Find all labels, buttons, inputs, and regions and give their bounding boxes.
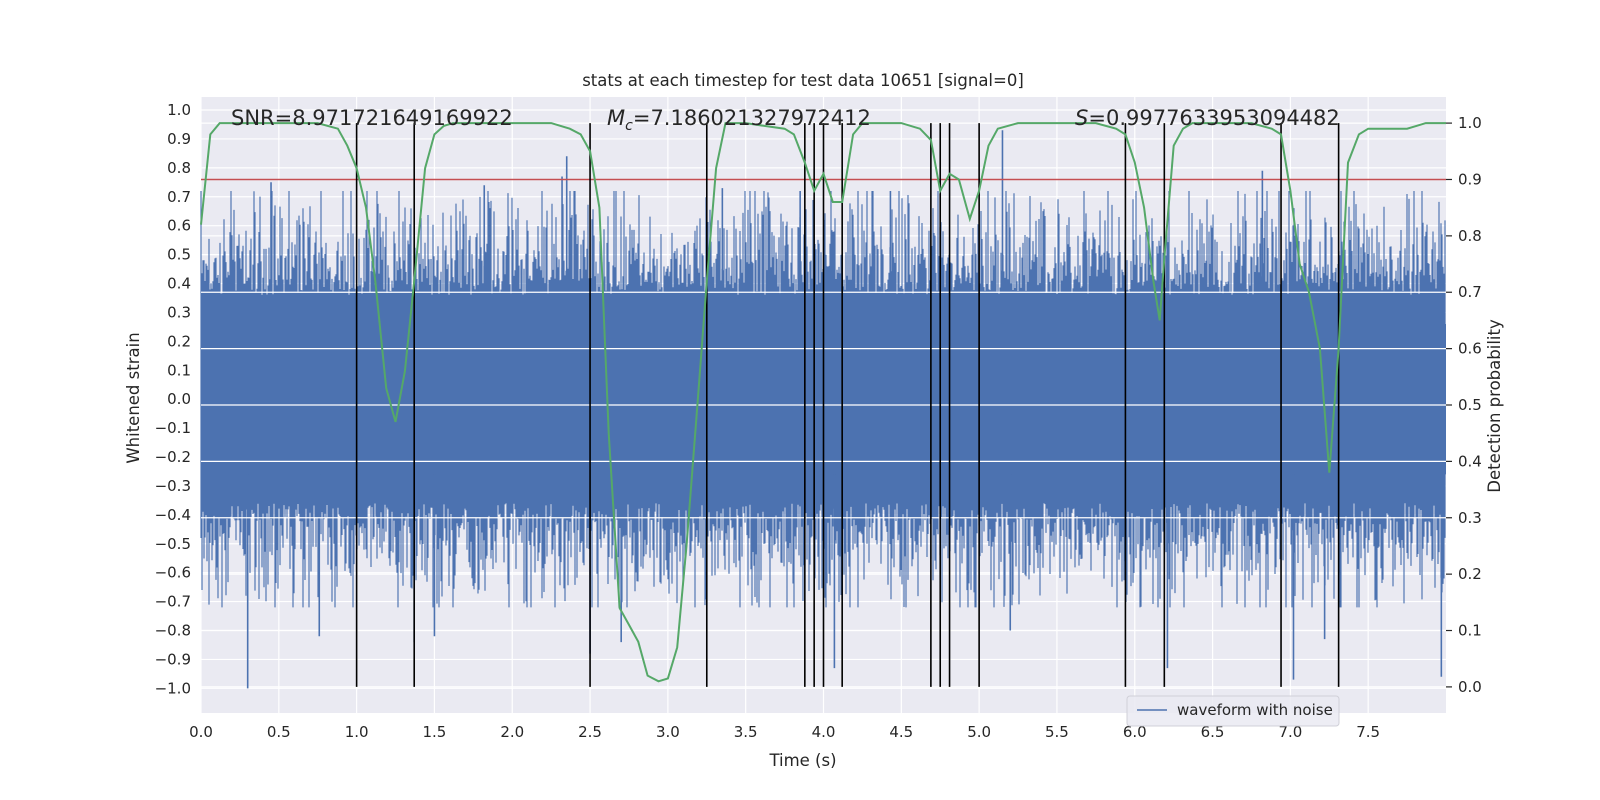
y-right-tick-label: 0.6 (1458, 340, 1482, 358)
y-axis-left-ticks: 1.0 0.9 0.8 0.7 0.6 0.5 0.4 0.3 0.2 0.1 0.0 −0.1 −0.… (155, 101, 191, 697)
annotation-s-eq: = (1088, 106, 1106, 130)
annotation-s-value: 0.9977633953094482 (1106, 106, 1340, 130)
annotation-snr-eq: = (275, 106, 293, 130)
y-left-tick-label: −0.7 (155, 593, 191, 611)
x-tick-label: 3.5 (734, 723, 758, 741)
annotation-snr: SNR=8.971721649169922 (231, 106, 513, 130)
annotation-mc: Mc=7.186021327972412 (607, 106, 871, 134)
y-left-tick-label: −1.0 (155, 679, 191, 697)
x-tick-label: 7.5 (1356, 723, 1380, 741)
y-left-tick-label: −0.4 (155, 506, 191, 524)
y-right-tick-label: 0.2 (1458, 565, 1482, 583)
x-tick-label: 2.5 (578, 723, 602, 741)
y-left-tick-label: 1.0 (167, 101, 191, 119)
annotation-s-label: S (1075, 106, 1088, 130)
y-right-tick-label: 0.0 (1458, 678, 1482, 696)
legend-label-waveform: waveform with noise (1177, 701, 1333, 719)
x-axis-ticks: 0.0 0.5 1.0 1.5 2.0 2.5 3.0 3.5 4.0 4.5 5.0 5.5 6.0 6… (189, 723, 1380, 741)
annotation-snr-label: SNR (231, 106, 275, 130)
annotation-mc-subscript: c (625, 118, 633, 134)
plot-area (200, 97, 1446, 713)
probability-series (200, 122, 1446, 683)
x-tick-label: 2.0 (500, 723, 524, 741)
y-left-tick-label: −0.9 (155, 650, 191, 668)
annotation-mc-eq: = (633, 106, 651, 130)
annotation-mc-label: M (607, 106, 625, 130)
y-right-tick-label: 0.5 (1458, 396, 1482, 414)
y-left-tick-label: −0.1 (155, 419, 191, 437)
x-tick-label: 7.0 (1278, 723, 1302, 741)
legend: waveform with noise (1126, 695, 1340, 727)
y-axis-right-label: Detection probability (1485, 319, 1504, 493)
x-tick-label: 1.5 (423, 723, 447, 741)
x-tick-label: 0.0 (189, 723, 213, 741)
y-left-tick-label: 0.0 (167, 390, 191, 408)
x-tick-label: 6.0 (1123, 723, 1147, 741)
y-left-tick-label: −0.8 (155, 622, 191, 640)
y-left-tick-label: 0.8 (167, 159, 191, 177)
y-left-tick-label: 0.7 (167, 188, 191, 206)
y-right-tick-label: 0.3 (1458, 509, 1482, 527)
y-right-tick-label: 0.9 (1458, 170, 1482, 188)
x-tick-label: 3.0 (656, 723, 680, 741)
legend-box (1126, 695, 1340, 727)
y-axis-right-ticks: 1.0 0.9 0.8 0.7 0.6 0.5 0.4 0.3 0.2 0.1 0.0 (1446, 114, 1482, 696)
probability-line (200, 122, 1446, 683)
y-left-tick-label: −0.3 (155, 477, 191, 495)
y-left-tick-label: −0.5 (155, 535, 191, 553)
x-tick-label: 5.0 (967, 723, 991, 741)
y-right-tick-label: 0.8 (1458, 227, 1482, 245)
y-left-tick-label: −0.2 (155, 448, 191, 466)
y-left-tick-label: 0.6 (167, 217, 191, 235)
x-tick-label: 1.0 (345, 723, 369, 741)
y-axis-left-label: Whitened strain (124, 332, 143, 463)
x-tick-label: 4.0 (812, 723, 836, 741)
y-left-tick-label: 0.4 (167, 275, 191, 293)
y-left-tick-label: 0.1 (167, 361, 191, 379)
x-tick-label: 4.5 (889, 723, 913, 741)
x-tick-label: 6.5 (1201, 723, 1225, 741)
y-left-tick-label: 0.5 (167, 246, 191, 264)
y-right-tick-label: 0.7 (1458, 283, 1482, 301)
boundary-lines (355, 123, 1340, 687)
y-left-tick-label: 0.9 (167, 130, 191, 148)
annotation-mc-value: 7.186021327972412 (650, 106, 870, 130)
y-right-tick-label: 0.1 (1458, 622, 1482, 640)
y-left-tick-label: 0.2 (167, 332, 191, 350)
x-tick-label: 5.5 (1045, 723, 1069, 741)
y-right-tick-label: 1.0 (1458, 114, 1482, 132)
annotation-s: S=0.9977633953094482 (1075, 106, 1340, 130)
y-right-tick-label: 0.4 (1458, 452, 1482, 470)
y-left-tick-label: 0.3 (167, 303, 191, 321)
x-tick-label: 0.5 (267, 723, 291, 741)
chart-title: stats at each timestep for test data 106… (582, 71, 1024, 90)
annotation-snr-value: 8.971721649169922 (292, 106, 512, 130)
y-left-tick-label: −0.6 (155, 564, 191, 582)
x-axis-label: Time (s) (768, 751, 836, 770)
